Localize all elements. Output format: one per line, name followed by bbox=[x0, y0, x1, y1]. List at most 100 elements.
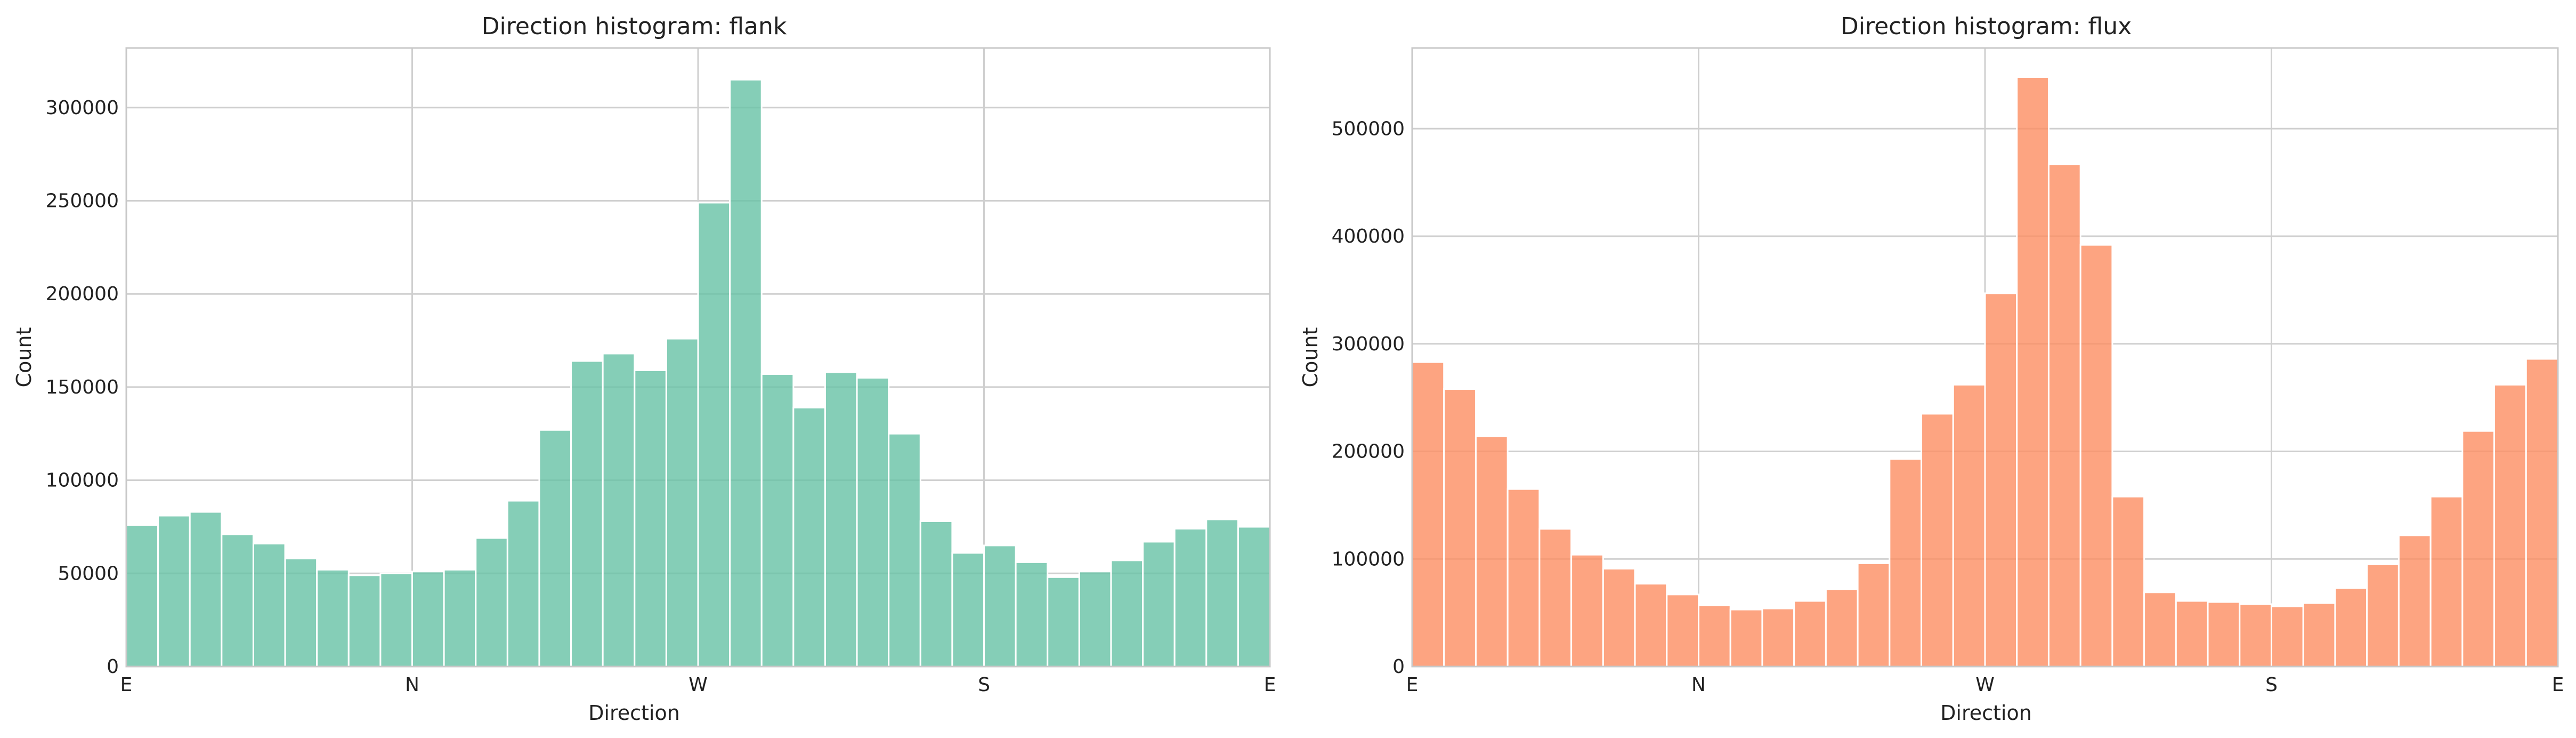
flux-histogram-bar bbox=[1761, 607, 1795, 668]
flank-histogram-bar bbox=[792, 406, 826, 668]
flank-x-tick-label: E bbox=[1264, 674, 1276, 696]
flux-histogram-bar bbox=[1984, 292, 2018, 668]
flank-histogram-bar bbox=[506, 500, 540, 668]
flank-histogram-bar bbox=[824, 371, 858, 668]
flux-histogram-bar bbox=[2461, 430, 2496, 668]
flux-histogram-bar bbox=[1634, 583, 1668, 668]
flank-histogram-bar bbox=[983, 544, 1017, 668]
flux-histogram-bar bbox=[2047, 163, 2081, 668]
flux-histogram-bar bbox=[1506, 488, 1541, 668]
flux-histogram-bar bbox=[2207, 601, 2241, 668]
flank-histogram-bar bbox=[665, 338, 699, 668]
flank-histogram-bar bbox=[888, 432, 921, 668]
flux-histogram-bar bbox=[1475, 435, 1509, 668]
flux-x-axis-label: Direction bbox=[1940, 701, 2032, 725]
flank-histogram-bar bbox=[856, 376, 890, 668]
flank-x-tick-label: S bbox=[978, 674, 990, 696]
flux-histogram-bar bbox=[2143, 591, 2177, 668]
flux-histogram-bar bbox=[2111, 495, 2145, 668]
flank-histogram-bar bbox=[1237, 526, 1271, 668]
flank-histogram-bar bbox=[347, 574, 382, 668]
flux-y-tick-label: 300000 bbox=[1332, 333, 1405, 355]
flank-histogram-bar bbox=[602, 352, 636, 668]
flux-histogram-bar bbox=[1857, 562, 1891, 668]
flux-histogram-bar bbox=[2271, 605, 2304, 668]
flank-histogram-bar bbox=[252, 542, 286, 668]
flux-y-axis-label: Count bbox=[1299, 327, 1322, 388]
flank-x-tick-label: E bbox=[120, 674, 133, 696]
flux-histogram-bar bbox=[2016, 76, 2050, 668]
flank-x-tick-label: N bbox=[405, 674, 419, 696]
flux-histogram-bar bbox=[1889, 458, 1923, 668]
flux-histogram-bar bbox=[1411, 361, 1445, 668]
flux-histogram-panel: Direction histogram: flux Direction Coun… bbox=[1299, 13, 2564, 725]
flux-histogram-bar bbox=[2525, 358, 2559, 668]
flux-histogram-bar bbox=[1729, 608, 1763, 668]
flux-x-tick-label: E bbox=[2552, 674, 2564, 696]
flux-histogram-bar bbox=[1825, 588, 1859, 668]
flank-y-tick-label: 250000 bbox=[46, 190, 119, 212]
flux-histogram-bar bbox=[1570, 554, 1604, 668]
flank-histogram-bar bbox=[1205, 518, 1239, 668]
flux-histogram-bar bbox=[1666, 593, 1700, 668]
flux-y-tick-label: 500000 bbox=[1332, 118, 1405, 140]
flank-y-tick-label: 300000 bbox=[46, 97, 119, 119]
flank-chart-title: Direction histogram: flank bbox=[482, 13, 787, 40]
flux-chart-title: Direction histogram: flux bbox=[1841, 13, 2132, 40]
flank-x-tick-label: W bbox=[688, 674, 708, 696]
flank-histogram-panel: Direction histogram: flank Direction Cou… bbox=[12, 13, 1276, 725]
flux-x-tick-label: N bbox=[1691, 674, 1706, 696]
flux-histogram-bar bbox=[2175, 600, 2209, 668]
flank-histogram-bar bbox=[919, 520, 953, 668]
flank-histogram-bar bbox=[1047, 576, 1080, 668]
flux-x-tick-label: W bbox=[1975, 674, 1995, 696]
flank-histogram-bar bbox=[1078, 571, 1112, 668]
flank-histogram-bar bbox=[760, 373, 795, 668]
flank-histogram-bar bbox=[1142, 541, 1176, 668]
flux-y-tick-label: 100000 bbox=[1332, 548, 1405, 570]
flux-histogram-bar bbox=[1443, 388, 1477, 668]
flank-plot-frame bbox=[125, 47, 1271, 668]
flux-y-tick-label: 400000 bbox=[1332, 226, 1405, 247]
flux-histogram-bar bbox=[1538, 528, 1573, 668]
flank-histogram-bar bbox=[411, 571, 445, 668]
flux-histogram-bar bbox=[1921, 413, 1954, 668]
flank-y-tick-label: 0 bbox=[107, 656, 119, 678]
flank-histogram-bar bbox=[125, 524, 159, 668]
flux-y-tick-label: 0 bbox=[1392, 656, 1405, 678]
flux-histogram-bar bbox=[2079, 244, 2113, 668]
flank-histogram-bar bbox=[475, 537, 508, 668]
flux-plot-frame bbox=[1411, 47, 2559, 668]
flank-histogram-bar bbox=[221, 533, 254, 668]
flux-histogram-bar bbox=[2493, 383, 2527, 668]
flux-histogram-bar bbox=[2302, 602, 2336, 668]
flux-x-tick-label: S bbox=[2265, 674, 2278, 696]
flux-histogram-bar bbox=[2239, 603, 2273, 668]
flank-histogram-bar bbox=[634, 369, 667, 668]
flank-histogram-bar bbox=[284, 557, 318, 668]
flux-histogram-bar bbox=[2397, 534, 2432, 668]
flux-histogram-bar bbox=[2366, 563, 2400, 668]
flank-histogram-bar bbox=[1015, 561, 1049, 668]
flank-histogram-bar bbox=[443, 568, 477, 668]
flank-histogram-bar bbox=[157, 515, 191, 668]
flank-histogram-bar bbox=[538, 429, 572, 668]
flank-y-tick-label: 150000 bbox=[46, 376, 119, 398]
flank-histogram-bar bbox=[1110, 559, 1144, 668]
flank-histogram-bar bbox=[729, 78, 763, 668]
flank-histogram-bar bbox=[316, 568, 350, 668]
flank-y-tick-label: 100000 bbox=[46, 470, 119, 492]
flux-histogram-bar bbox=[1602, 567, 1636, 668]
flank-histogram-bar bbox=[697, 202, 731, 668]
flux-histogram-bar bbox=[1793, 600, 1827, 668]
flank-histogram-bar bbox=[189, 511, 223, 668]
flank-y-tick-label: 50000 bbox=[58, 563, 119, 584]
flank-histogram-bar bbox=[379, 572, 414, 668]
flank-y-tick-label: 200000 bbox=[46, 283, 119, 305]
flux-histogram-bar bbox=[1952, 383, 1986, 668]
flank-histogram-bar bbox=[1173, 527, 1208, 668]
flank-histogram-bar bbox=[951, 552, 985, 668]
flank-histogram-bar bbox=[570, 360, 604, 668]
flux-histogram-bar bbox=[2429, 495, 2464, 668]
